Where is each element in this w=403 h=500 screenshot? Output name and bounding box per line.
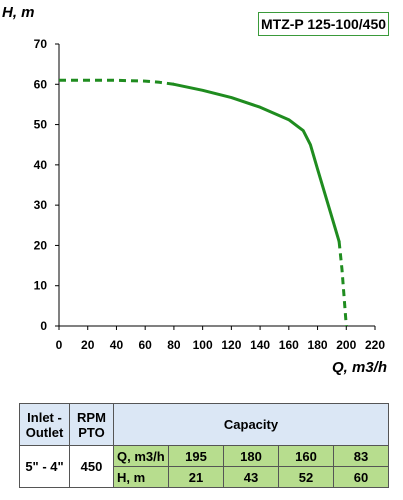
h-value: 21 (168, 466, 224, 488)
x-tick-label: 220 (365, 338, 385, 352)
y-tick-label: 40 (34, 158, 48, 172)
inlet-outlet-header: Inlet - Outlet (19, 403, 70, 446)
q-value: 83 (333, 445, 389, 467)
x-tick-label: 180 (308, 338, 328, 352)
y-tick-label: 50 (34, 118, 48, 132)
y-tick-label: 10 (34, 279, 48, 293)
chart-axes (55, 43, 376, 330)
x-tick-label: 200 (336, 338, 356, 352)
y-tick-label: 20 (34, 238, 48, 252)
y-tick-labels: 0 10 20 30 40 50 60 70 (34, 37, 48, 333)
y-tick-label: 0 (40, 319, 47, 333)
x-tick-label: 0 (56, 338, 63, 352)
rpm-value: 450 (69, 445, 114, 488)
y-axis-label: H, m (2, 4, 35, 21)
h-value: 60 (333, 466, 389, 488)
h-row-label: H, m (113, 466, 169, 488)
curve-dashed-end (337, 241, 348, 327)
q-row-label: Q, m3/h (113, 445, 169, 467)
x-tick-label: 60 (139, 338, 153, 352)
chart-series (59, 78, 348, 327)
inlet-outlet-value: 5" - 4" (19, 445, 70, 488)
q-value: 160 (278, 445, 334, 467)
q-value: 180 (223, 445, 279, 467)
h-value: 52 (278, 466, 334, 488)
curve-solid (172, 82, 341, 243)
y-tick-label: 70 (34, 37, 48, 51)
x-tick-labels: 0 20 40 60 80 100 120 140 160 180 200 220 (56, 338, 386, 352)
y-tick-label: 30 (34, 198, 48, 212)
x-tick-label: 40 (110, 338, 124, 352)
x-tick-label: 160 (279, 338, 299, 352)
x-tick-label: 140 (250, 338, 270, 352)
pump-curve-chart: 0 20 40 60 80 100 120 140 160 180 200 220 0 10 20 30 40… (2, 4, 387, 376)
x-tick-label: 100 (193, 338, 213, 352)
capacity-header: Capacity (113, 403, 389, 446)
q-value: 195 (168, 445, 224, 467)
rpm-pto-header: RPM PTO (69, 403, 114, 446)
model-label: MTZ-P 125-100/450 (258, 12, 389, 36)
curve-dashed-start (59, 78, 175, 86)
x-axis-label: Q, m3/h (332, 359, 387, 376)
x-tick-label: 120 (221, 338, 241, 352)
x-tick-label: 80 (167, 338, 181, 352)
spec-table: Inlet - Outlet RPM PTO Capacity 5" - 4" … (19, 403, 389, 488)
x-tick-label: 20 (81, 338, 95, 352)
y-tick-label: 60 (34, 77, 48, 91)
h-value: 43 (223, 466, 279, 488)
